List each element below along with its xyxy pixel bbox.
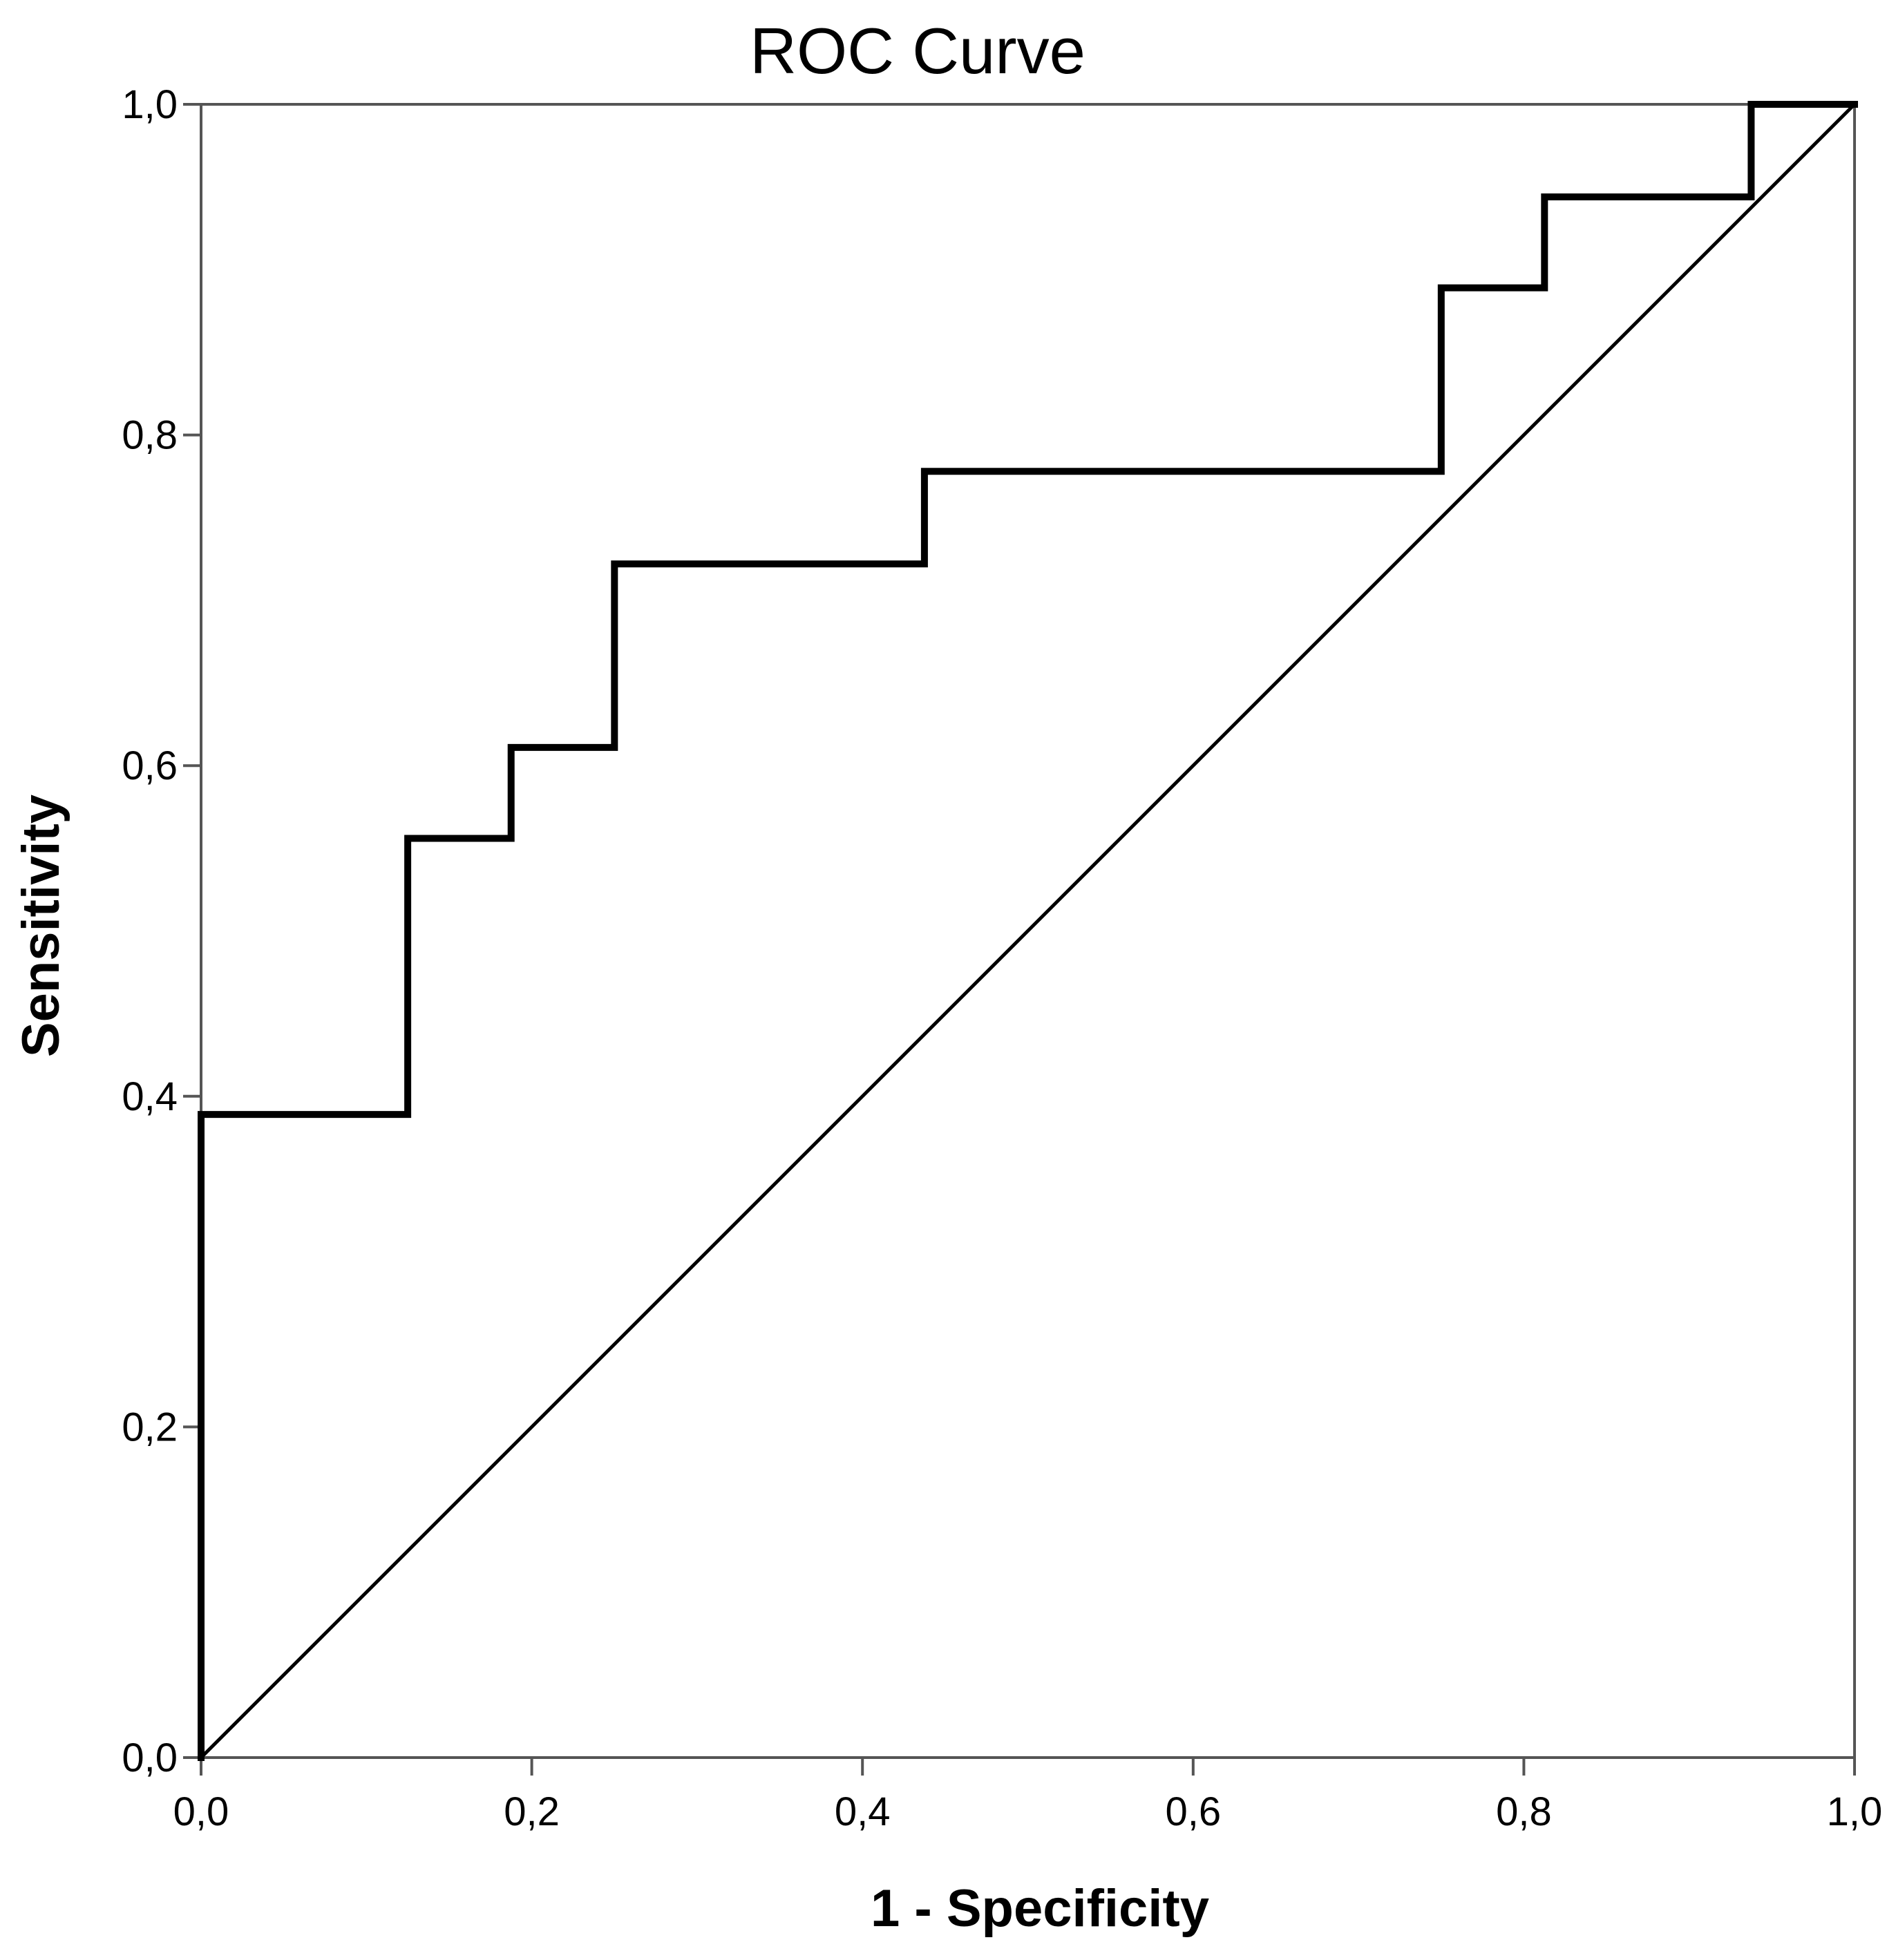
x-tick-label: 1,0 [1827,1789,1883,1834]
series-layer [198,101,1858,1761]
y-tick-label: 0,0 [122,1735,178,1780]
y-tick-label: 0,2 [122,1405,178,1449]
x-tick-label: 0,4 [835,1789,891,1834]
y-axis-ticks: 0,0 0,2 0,4 0,6 0,8 1,0 [122,82,201,1780]
chart-title: ROC Curve [750,15,1086,87]
plot-border [200,103,1856,1759]
y-tick-label: 0,6 [122,743,178,788]
x-axis-ticks: 0,0 0,2 0,4 0,6 0,8 1,0 [173,1758,1883,1834]
x-tick-label: 0,2 [504,1789,560,1834]
y-tick-label: 0,8 [122,413,178,458]
x-axis-label: 1 - Specificity [871,1879,1209,1938]
y-axis-label: Sensitivity [12,795,70,1057]
plot-frame [200,103,1856,1759]
x-tick-label: 0,0 [173,1789,229,1834]
reference-line [200,103,1856,1759]
roc-curve-line [198,101,1858,1761]
x-tick-label: 0,8 [1496,1789,1552,1834]
y-tick-label: 1,0 [122,82,178,127]
x-tick-label: 0,6 [1165,1789,1221,1834]
y-tick-label: 0,4 [122,1074,178,1119]
